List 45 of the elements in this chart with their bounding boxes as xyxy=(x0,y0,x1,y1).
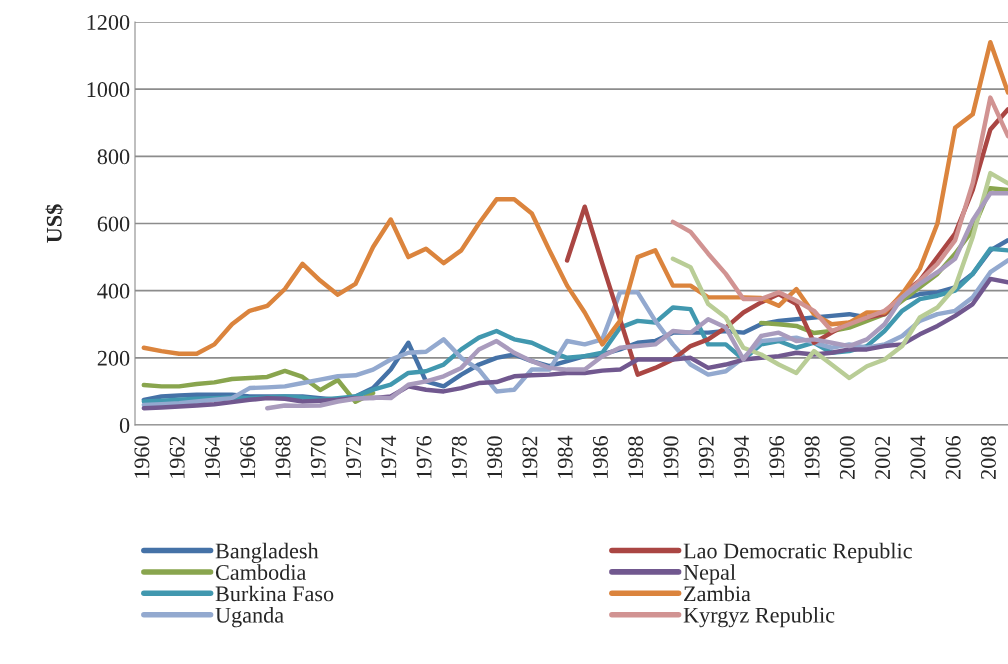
line-series xyxy=(141,39,1008,357)
x-tick-label: 1970 xyxy=(310,436,326,478)
x-tick-label: 1996 xyxy=(769,436,785,478)
x-tick-label: 1982 xyxy=(522,436,538,478)
line-series xyxy=(670,95,1008,334)
x-tick-label: 1988 xyxy=(628,436,644,478)
x-tick-label: 2002 xyxy=(875,436,891,479)
x-tick-label: 2008 xyxy=(980,436,996,479)
x-tick-label: 1984 xyxy=(557,435,573,478)
x-tick-label: 1980 xyxy=(487,436,503,478)
legend-label: Nepal xyxy=(683,564,736,585)
legend-label: Lao Democratic Republic xyxy=(683,542,912,563)
y-tick-label: 400 xyxy=(97,283,130,299)
legend-label: Kyrgyz Republic xyxy=(683,607,835,628)
x-tick-label: 1964 xyxy=(204,435,220,478)
x-tick-label: 1978 xyxy=(451,436,467,478)
x-tick-label: 2006 xyxy=(945,436,961,479)
legend-label: Zambia xyxy=(684,585,751,602)
x-tick-label: 1994 xyxy=(734,435,750,478)
x-tick-label: 1990 xyxy=(663,436,679,478)
legend-label: Bangladesh xyxy=(215,542,319,564)
y-tick-label: 1000 xyxy=(87,82,130,98)
y-tick-label: 0 xyxy=(119,417,130,433)
y-axis-title: US$ xyxy=(45,204,64,243)
x-tick-label: 2000 xyxy=(839,436,855,479)
x-tick-label: 1998 xyxy=(804,436,820,478)
x-tick-label: 1962 xyxy=(169,436,185,478)
x-tick-label: 1986 xyxy=(592,436,608,478)
legend-label: Uganda xyxy=(215,607,284,628)
x-tick-label: 1966 xyxy=(240,436,256,478)
line-series xyxy=(265,191,1008,411)
line-series xyxy=(670,170,1008,381)
x-tick-label: 2004 xyxy=(910,435,926,479)
x-tick-label: 1960 xyxy=(134,436,150,478)
x-tick-label: 1972 xyxy=(346,436,362,478)
x-tick-label: 1992 xyxy=(698,436,714,478)
y-tick-label: 1200 xyxy=(87,14,130,30)
y-tick-label: 800 xyxy=(97,149,130,165)
y-tick-label: 200 xyxy=(97,350,130,366)
x-tick-label: 1968 xyxy=(275,436,291,478)
legend-label: Cambodia xyxy=(215,564,307,580)
x-tick-label: 1974 xyxy=(381,435,397,478)
legend-label: Burkina Faso xyxy=(215,585,334,602)
y-tick-label: 600 xyxy=(97,216,130,232)
x-tick-label: 1976 xyxy=(416,436,432,478)
